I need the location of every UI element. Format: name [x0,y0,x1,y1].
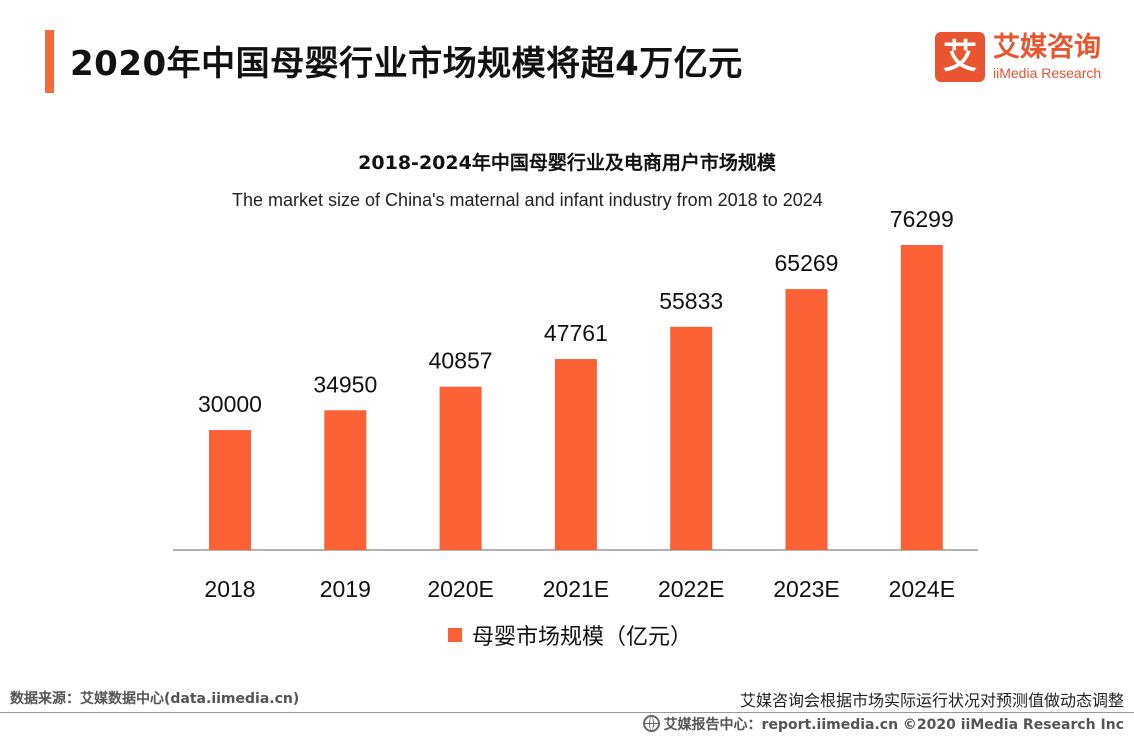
bar-2020E [439,386,482,550]
bar-2021E [554,359,597,550]
report-center: 艾媒报告中心：report.iimedia.cn ©2020 iiMedia R… [642,714,1124,734]
bar-2024E [900,245,943,550]
data-label-2018: 30000 [198,391,262,417]
brand-logo: 艾 艾媒咨询 iiMedia Research [935,32,1115,86]
x-tick-label-2018: 2018 [204,576,255,602]
chart-title: 2018-2024年中国母婴行业及电商用户市场规模 [358,152,776,174]
report-center-text: 艾媒报告中心：report.iimedia.cn ©2020 iiMedia R… [663,717,1124,733]
data-label-2022E: 55833 [659,288,723,314]
x-tick-label-2019: 2019 [320,576,371,602]
data-label-2024E: 76299 [890,206,954,232]
bar-2019 [324,410,367,550]
x-tick-label-2024E: 2024E [889,576,956,602]
bar-2023E [785,289,828,550]
bar-2018 [209,430,251,550]
footer-divider [0,712,1134,713]
data-label-2023E: 65269 [775,250,839,276]
logo-mark-icon: 艾 [935,32,985,82]
x-tick-label-2020E: 2020E [427,576,494,602]
bar-2022E [670,326,713,550]
x-tick-label-2023E: 2023E [773,576,840,602]
forecast-note: 艾媒咨询会根据市场实际运行状况对预测值做动态调整 [739,691,1124,710]
logo-chinese-name: 艾媒咨询 [993,32,1101,63]
logo-english-name: iiMedia Research [993,65,1102,81]
x-tick-label-2021E: 2021E [543,576,610,602]
data-label-2020E: 40857 [429,348,493,374]
data-source: 数据来源：艾媒数据中心(data.iimedia.cn) [10,691,300,707]
page-title: 2020年中国母婴行业市场规模将超4万亿元 [70,44,743,84]
globe-icon [642,715,660,732]
data-label-2021E: 47761 [544,320,608,346]
legend-swatch [448,628,462,642]
x-tick-label-2022E: 2022E [658,576,725,602]
legend-label: 母婴市场规模（亿元） [472,625,693,650]
title-accent-bar [45,30,54,93]
chart-subtitle: The market size of China's maternal and … [232,190,823,210]
data-label-2019: 34950 [313,371,377,397]
